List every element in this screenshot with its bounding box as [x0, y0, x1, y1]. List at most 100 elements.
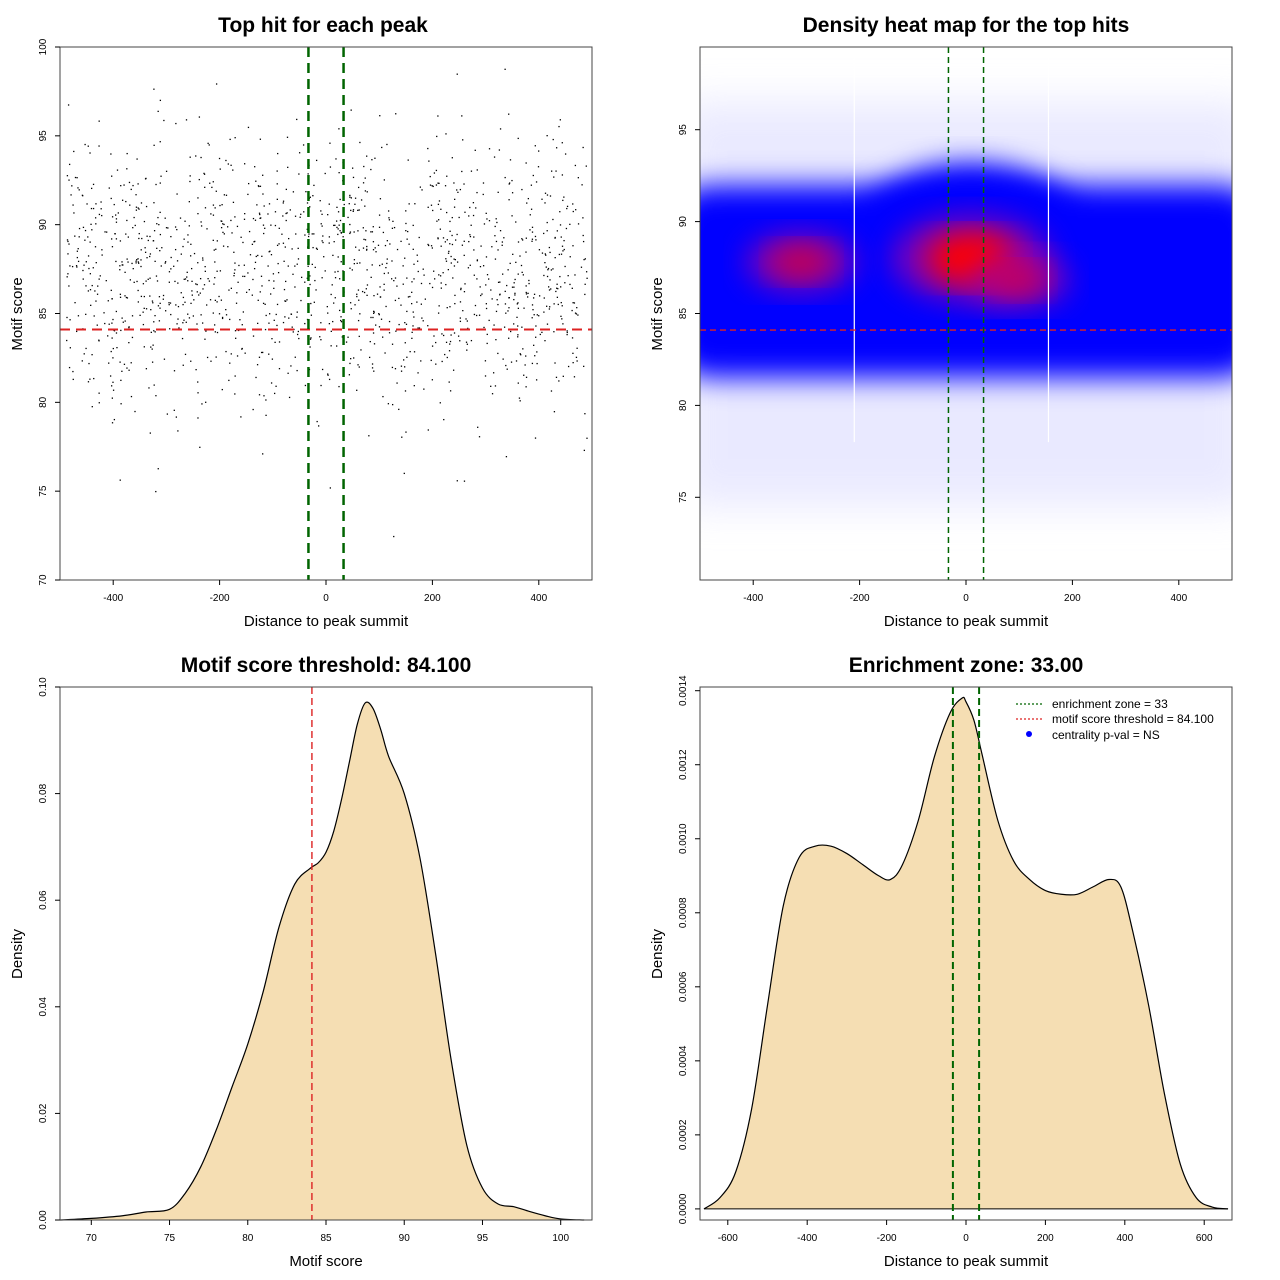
scatter-point	[454, 259, 457, 261]
scatter-point	[349, 267, 351, 269]
scatter-point	[521, 239, 524, 241]
scatter-point	[137, 289, 139, 292]
scatter-point	[557, 288, 559, 290]
scatter-point	[353, 262, 355, 265]
scatter-point	[170, 235, 172, 238]
scatter-point	[433, 172, 436, 174]
scatter-point	[486, 342, 488, 345]
scatter-point	[176, 193, 178, 195]
scatter-point	[561, 305, 563, 307]
scatter-point	[582, 234, 584, 237]
scatter-point	[378, 326, 381, 328]
scatter-point	[209, 299, 212, 301]
scatter-point	[216, 301, 218, 303]
scatter-point	[515, 221, 517, 223]
y-tick-label: 75	[38, 485, 49, 497]
scatter-point	[268, 322, 270, 324]
y-axis-ticks: 0.00000.00020.00040.00060.00080.00100.00…	[678, 675, 700, 1224]
scatter-point	[398, 323, 400, 326]
scatter-point	[485, 256, 488, 258]
scatter-point	[430, 359, 432, 362]
scatter-point	[128, 369, 130, 371]
scatter-point	[131, 315, 134, 317]
scatter-point	[463, 480, 466, 482]
scatter-point	[380, 318, 383, 320]
scatter-point	[173, 370, 176, 372]
scatter-point	[278, 341, 281, 343]
scatter-point	[144, 247, 146, 249]
scatter-point	[213, 249, 215, 251]
scatter-point	[82, 269, 84, 272]
scatter-point	[121, 261, 123, 263]
scatter-point	[424, 298, 426, 300]
scatter-point	[488, 278, 490, 280]
scatter-point	[83, 264, 85, 266]
scatter-point	[103, 312, 105, 314]
scatter-point	[353, 231, 355, 233]
scatter-point	[169, 328, 171, 330]
scatter-point	[563, 239, 565, 242]
scatter-point	[248, 182, 250, 185]
scatter-point	[197, 392, 199, 394]
scatter-point	[370, 276, 372, 279]
scatter-point	[128, 181, 131, 184]
scatter-point	[120, 379, 122, 382]
scatter-point	[413, 316, 415, 318]
y-tick-label: 0.10	[38, 677, 49, 697]
scatter-point	[566, 207, 568, 210]
y-tick-label: 80	[678, 399, 689, 411]
scatter-point	[74, 176, 77, 179]
scatter-point	[456, 233, 458, 236]
scatter-point	[522, 348, 524, 350]
scatter-point	[77, 260, 80, 263]
scatter-point	[185, 321, 187, 323]
scatter-point	[189, 180, 191, 183]
scatter-point	[438, 305, 440, 307]
scatter-point	[529, 214, 531, 216]
scatter-point	[560, 315, 562, 317]
scatter-point	[420, 360, 422, 362]
scatter-point	[244, 163, 246, 165]
scatter-point	[69, 347, 71, 349]
scatter-point	[262, 224, 265, 226]
scatter-point	[479, 286, 481, 288]
scatter-point	[335, 220, 338, 222]
scatter-point	[339, 219, 342, 222]
scatter-point	[111, 238, 113, 240]
scatter-point	[121, 370, 123, 372]
scatter-point	[170, 313, 172, 316]
scatter-point	[310, 302, 312, 305]
x-tick-label: 400	[1170, 593, 1187, 604]
scatter-point	[517, 325, 519, 327]
scatter-point	[444, 241, 447, 243]
scatter-point	[263, 395, 265, 397]
scatter-point	[159, 141, 161, 143]
scatter-point	[96, 293, 99, 295]
scatter-point	[264, 303, 266, 305]
scatter-point	[332, 254, 334, 257]
scatter-point	[408, 203, 410, 205]
scatter-point	[85, 347, 87, 350]
scatter-point	[257, 185, 260, 187]
scatter-point	[339, 198, 341, 201]
scatter-point	[292, 191, 295, 193]
scatter-point	[356, 293, 358, 295]
scatter-point	[387, 403, 390, 405]
scatter-point	[260, 351, 263, 354]
scatter-point	[98, 120, 100, 122]
scatter-point	[151, 348, 153, 350]
scatter-point	[141, 237, 143, 240]
scatter-point	[278, 367, 281, 370]
scatter-point	[221, 388, 223, 391]
scatter-point	[450, 262, 452, 264]
scatter-point	[144, 251, 147, 253]
scatter-point	[223, 194, 226, 196]
scatter-point	[168, 302, 170, 304]
scatter-point	[95, 203, 97, 205]
scatter-point	[285, 212, 287, 215]
scatter-point	[385, 266, 387, 269]
scatter-point	[182, 303, 184, 306]
x-tick-label: 85	[320, 1233, 332, 1244]
scatter-point	[270, 293, 272, 295]
scatter-point	[164, 217, 166, 219]
